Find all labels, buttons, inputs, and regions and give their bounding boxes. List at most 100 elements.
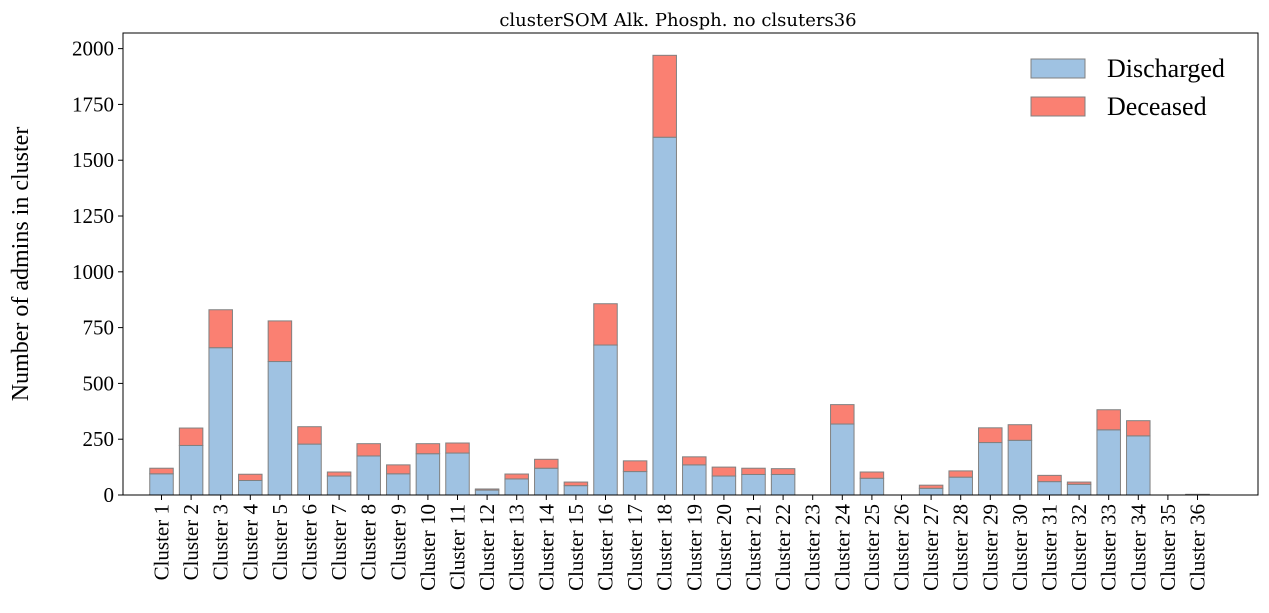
bar-deceased-30 [1007,424,1033,441]
bar-deceased-15 [563,481,589,487]
y-tick-label: 1500 [72,148,114,172]
chart-title: clusterSOM Alk. Phosph. no clsuters36 [499,10,856,31]
bar-discharged-28 [948,476,973,496]
bar-deceased-29 [978,427,1003,444]
bar-discharged-3 [208,347,233,496]
bar-discharged-31 [1037,481,1062,496]
bar-deceased-9 [386,464,411,475]
bar-deceased-32 [1066,481,1092,485]
x-tick-label: Cluster 18 [653,504,677,591]
bar-deceased-16 [593,303,618,346]
bar-discharged-27 [918,487,944,496]
bar-discharged-11 [445,452,470,496]
bar-discharged-33 [1096,429,1121,496]
x-tick-label: Cluster 9 [386,504,410,580]
x-tick-label: Cluster 6 [298,504,322,580]
bar-discharged-8 [356,455,381,496]
y-axis-ticks: 0 250 500 750 1000 1250 1500 1750 2000 [72,37,123,507]
x-tick-label: Cluster 3 [209,504,233,580]
bar-discharged-17 [622,471,648,496]
bar-discharged-1 [149,473,174,496]
x-tick-label: Cluster 17 [623,504,647,591]
bar-discharged-4 [238,479,263,496]
y-tick-label: 2000 [72,37,114,61]
x-tick-label: Cluster 19 [682,504,706,591]
bar-discharged-5 [267,361,293,496]
bar-discharged-13 [504,478,529,496]
legend: Discharged Deceased [1030,54,1225,121]
legend-swatch-deceased [1030,96,1086,117]
bar-discharged-2 [178,444,204,496]
x-tick-label: Cluster 26 [890,504,914,591]
bar-discharged-14 [534,467,559,496]
bar-discharged-25 [859,477,885,496]
x-tick-label: Cluster 21 [742,504,766,591]
x-tick-label: Cluster 20 [712,504,736,591]
bar-deceased-31 [1037,474,1062,483]
bar-deceased-7 [326,471,352,477]
legend-label-deceased: Deceased [1107,92,1207,121]
bar-discharged-20 [711,475,737,496]
bar-discharged-19 [682,464,707,496]
bar-deceased-34 [1126,420,1151,437]
y-tick-label: 250 [83,427,115,451]
bar-deceased-17 [622,460,648,473]
y-tick-label: 1000 [72,260,114,284]
y-tick-label: 750 [83,316,115,340]
legend-swatch-discharged [1030,58,1086,79]
bar-discharged-24 [830,423,855,496]
x-tick-label: Cluster 31 [1038,504,1062,591]
x-tick-label: Cluster 29 [978,504,1002,591]
bar-discharged-30 [1007,439,1033,496]
y-tick-label: 500 [83,371,115,395]
x-tick-label: Cluster 27 [919,504,943,591]
y-axis-label: Number of admins in cluster [8,127,34,402]
bar-deceased-11 [445,442,470,454]
bar-discharged-16 [593,344,618,496]
bar-deceased-28 [948,470,973,478]
x-tick-label: Cluster 12 [475,504,499,591]
bar-discharged-12 [474,489,500,496]
bar-discharged-29 [978,442,1003,496]
bar-deceased-19 [682,456,707,466]
bar-discharged-18 [652,136,677,496]
x-tick-label: Cluster 8 [357,504,381,580]
bar-discharged-32 [1066,483,1092,496]
bar-discharged-21 [741,473,766,496]
bar-deceased-5 [267,320,293,363]
x-tick-label: Cluster 16 [594,504,618,591]
x-tick-label: Cluster 22 [771,504,795,591]
x-tick-label: Cluster 24 [830,504,854,591]
bars-group [149,54,1210,496]
plot-frame [122,32,1259,496]
bar-discharged-34 [1126,435,1151,496]
y-tick-label: 1750 [72,92,114,116]
y-tick-label: 1250 [72,204,114,228]
bar-discharged-15 [563,485,589,496]
x-tick-label: Cluster 5 [268,504,292,580]
bar-deceased-12 [474,488,500,491]
bar-discharged-22 [770,473,796,496]
x-tick-label: Cluster 34 [1126,504,1150,591]
x-tick-label: Cluster 13 [505,504,529,591]
x-tick-label: Cluster 25 [860,504,884,591]
bar-deceased-27 [918,484,944,489]
bar-deceased-6 [297,426,322,445]
bar-discharged-9 [386,473,411,496]
bar-deceased-4 [238,473,263,481]
x-tick-label: Cluster 4 [238,504,262,581]
bar-deceased-10 [415,443,441,455]
legend-label-discharged: Discharged [1107,54,1225,83]
bar-deceased-1 [149,467,174,475]
x-tick-label: Cluster 10 [416,504,440,591]
bar-deceased-25 [859,471,885,479]
x-tick-label: Cluster 33 [1097,504,1121,591]
bar-discharged-6 [297,443,322,496]
bar-deceased-18 [652,54,677,138]
bar-discharged-7 [326,475,352,496]
bar-deceased-21 [741,467,766,475]
x-tick-label: Cluster 28 [949,504,973,591]
bar-deceased-22 [770,468,796,475]
x-tick-label: Cluster 35 [1156,504,1180,591]
bar-deceased-13 [504,473,529,480]
